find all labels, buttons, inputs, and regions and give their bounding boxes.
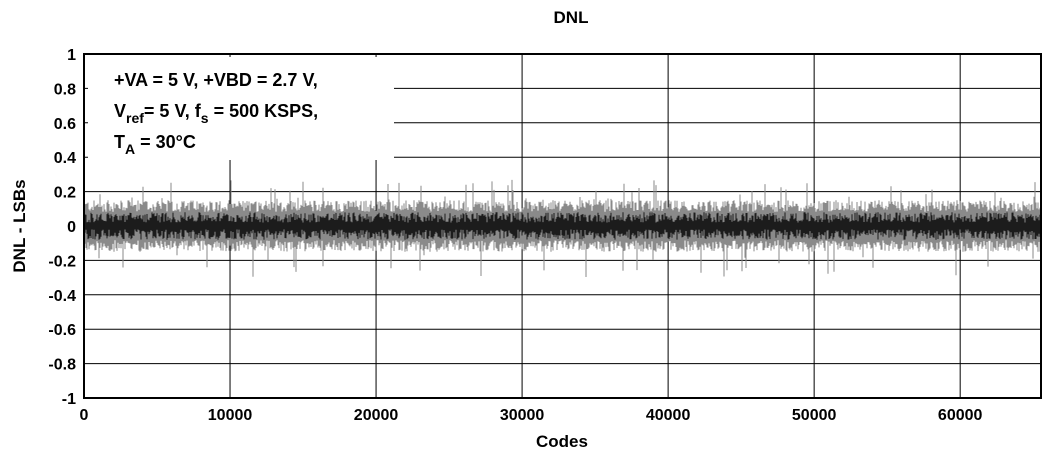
plot-frame: [83, 53, 1042, 399]
y-tick-label: 0: [67, 219, 76, 236]
y-axis-label: DNL - LSBs: [10, 179, 29, 272]
annotation-line-3: TA = 30°C: [114, 132, 196, 157]
x-tick-label: 60000: [938, 407, 983, 424]
y-tick-label: 0.4: [54, 150, 76, 167]
y-tick-label: -0.8: [48, 357, 76, 374]
y-tick-label: 1: [67, 47, 76, 64]
y-tick-label: 0.2: [54, 185, 76, 202]
x-tick-label: 50000: [792, 407, 837, 424]
x-tick-label: 10000: [208, 407, 253, 424]
annotation-box: +VA = 5 V, +VBD = 2.7 V, Vref= 5 V, fs =…: [88, 57, 394, 160]
x-axis-label: Codes: [536, 432, 588, 451]
y-tick-label: 0.8: [54, 81, 76, 98]
y-tick-labels: 1 0.8 0.6 0.4 0.2 0 -0.2 -0.4 -0.6 -0.8 -1: [48, 47, 76, 408]
y-tick-label: -0.4: [48, 288, 76, 305]
annotation-line-2: Vref= 5 V, fs = 500 KSPS,: [114, 101, 318, 126]
dnl-series: [84, 179, 1041, 277]
x-tick-label: 20000: [354, 407, 399, 424]
x-tick-label: 40000: [646, 407, 691, 424]
x-tick-label: 0: [80, 407, 89, 424]
y-tick-label: -0.2: [48, 253, 76, 270]
annotation-background: [88, 57, 394, 160]
annotation-line-1: +VA = 5 V, +VBD = 2.7 V,: [114, 70, 318, 90]
x-tick-labels: 0 10000 20000 30000 40000 50000 60000: [80, 407, 983, 424]
y-tick-label: -1: [62, 391, 76, 408]
x-tick-label: 30000: [500, 407, 545, 424]
y-tick-label: 0.6: [54, 116, 76, 133]
y-tick-label: -0.6: [48, 322, 76, 339]
chart-title: DNL: [554, 8, 589, 27]
